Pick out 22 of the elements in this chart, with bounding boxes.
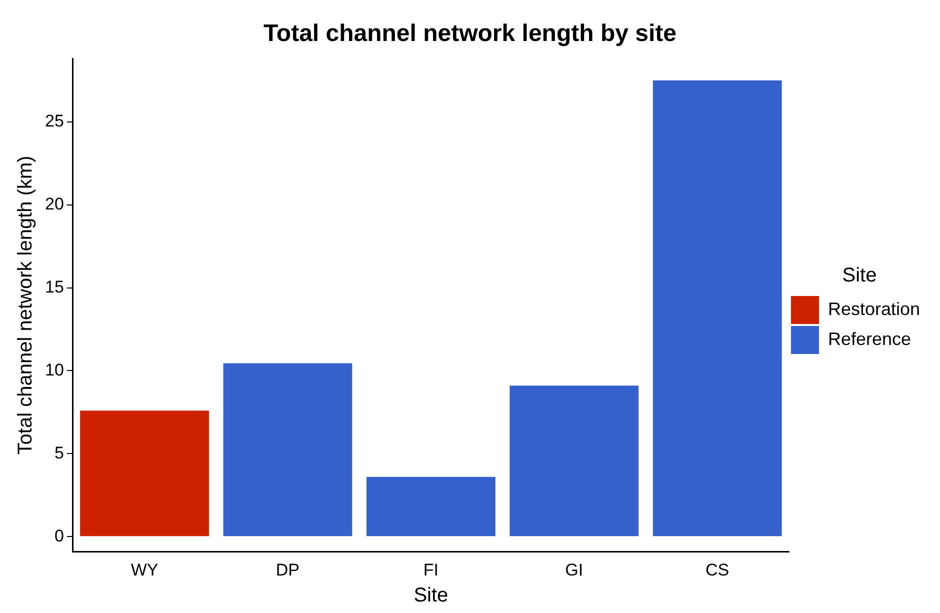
bar [510,386,639,536]
x-tick-label: GI [565,560,584,580]
bar [223,363,352,536]
y-tick-label: 0 [54,526,64,546]
chart-title: Total channel network length by site [264,20,676,48]
legend-title: Site [842,264,877,287]
x-tick-label: WY [130,560,158,580]
y-tick-label: 5 [54,443,64,462]
x-tick-label: CS [706,560,730,580]
bar [80,410,209,536]
legend-label: Reference [828,328,912,349]
y-tick-label: 20 [44,194,64,214]
x-axis-title: Site [414,584,448,607]
bar [366,476,496,536]
x-tick-label: DP [276,560,300,580]
y-tick-label: 15 [44,277,64,296]
y-axis-title: Total channel network length (km) [14,156,37,455]
y-tick-label: 25 [44,112,64,131]
x-tick-label: FI [423,560,438,580]
bar [652,80,782,536]
legend-label: Restoration [828,298,920,319]
y-tick-label: 10 [44,360,64,380]
